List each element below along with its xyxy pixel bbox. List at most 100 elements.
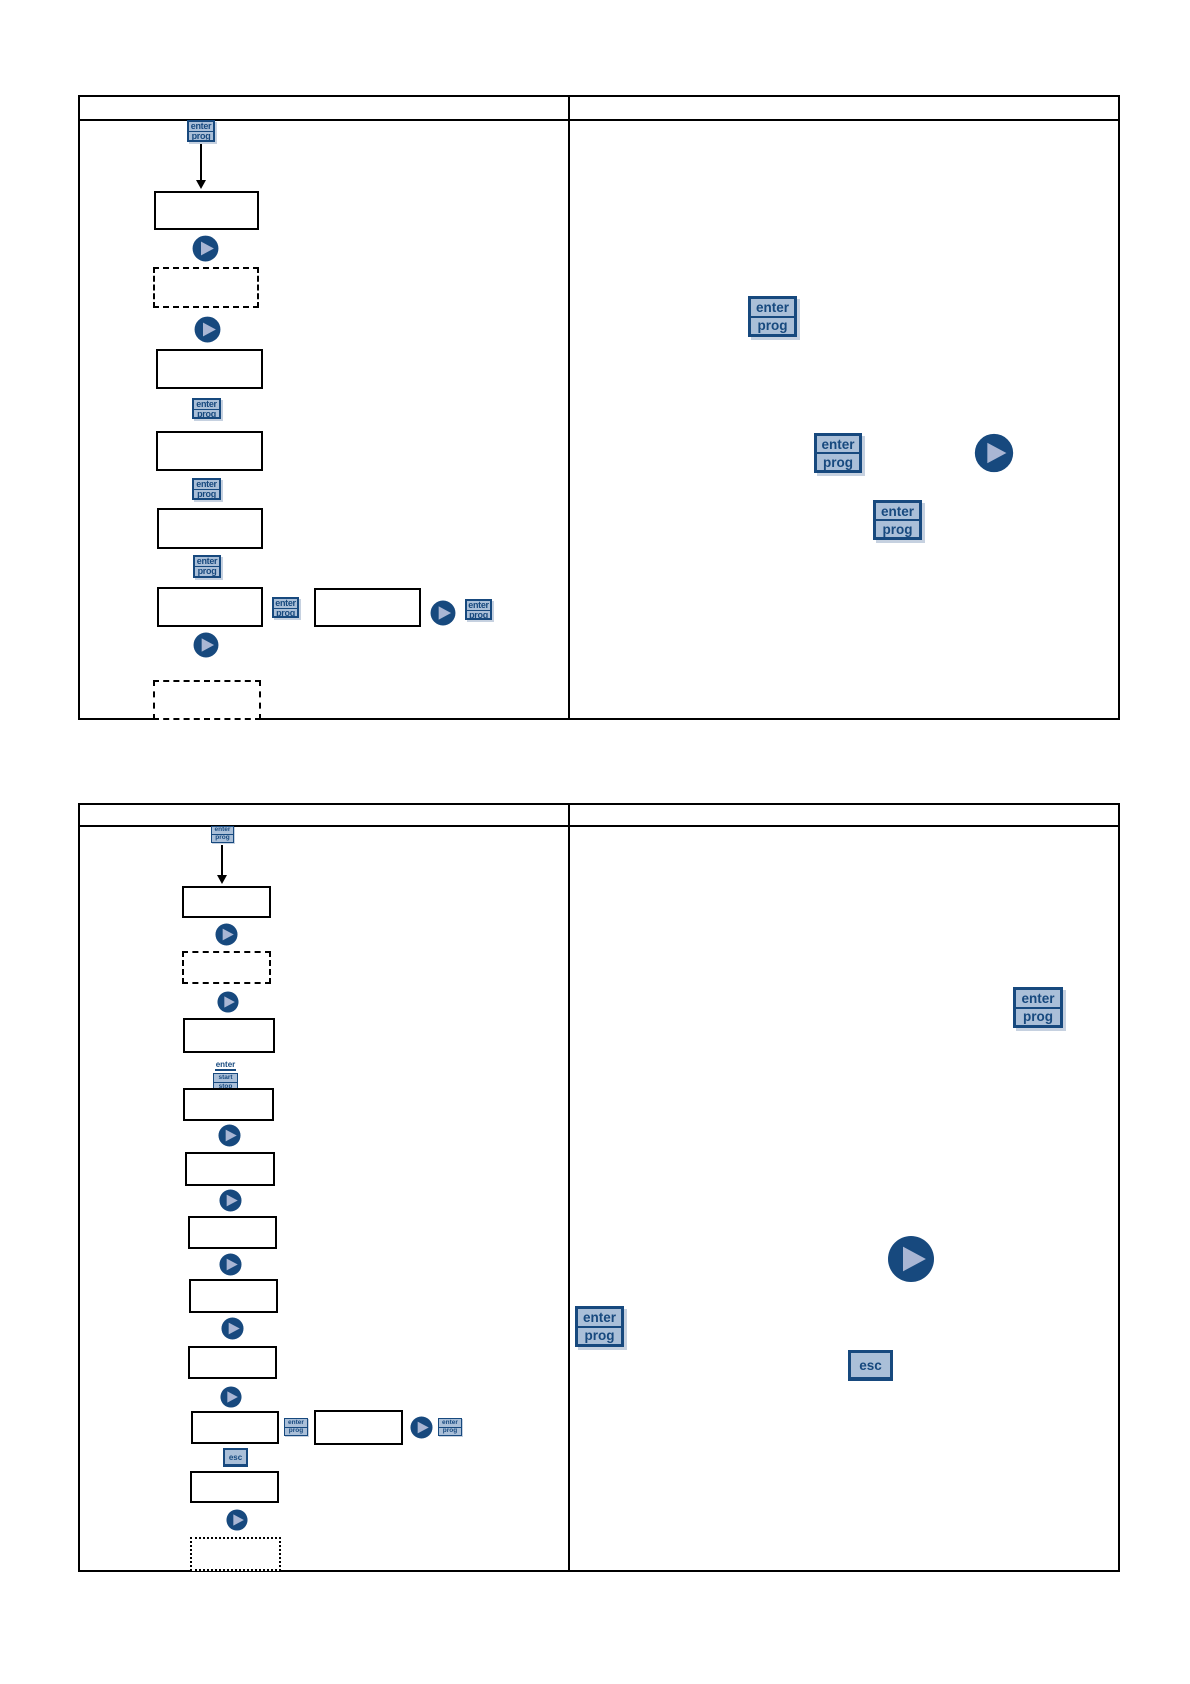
prog-label: prog [823,454,853,470]
prog-label: prog [288,1427,304,1434]
enter-label: enter [751,299,794,318]
display-box [188,1216,277,1249]
prog-label: prog [584,1328,615,1344]
start-label: start [214,1074,237,1083]
enter-label: enter [274,598,297,609]
enter-prog-key: enter prog [284,1418,308,1436]
enter-prog-key: enter prog [873,500,922,540]
table-top [78,95,1120,720]
enter-prog-key: enter prog [187,120,215,142]
table-top-header-divider [80,119,1118,121]
enter-prog-key: enter prog [272,597,299,618]
enter-prog-key: enter prog [814,433,862,473]
display-box [190,1471,279,1503]
play-arrow-icon [219,1189,242,1212]
play-arrow-icon [215,923,238,946]
play-arrow-icon [217,991,239,1013]
display-box [157,508,263,549]
enter-prog-key: enter prog [438,1418,462,1436]
play-arrow-icon [192,235,219,262]
play-arrow-icon [219,1253,242,1276]
prog-label: prog [757,318,788,334]
display-box [156,431,263,471]
prog-label: prog [197,409,216,419]
enter-label: enter [1016,990,1060,1009]
enter-label: enter [876,503,919,521]
play-arrow-icon [220,1386,242,1408]
enter-label: enter [212,827,233,835]
enter-label: enter [189,121,213,132]
enter-label: enter [194,400,219,410]
display-box [314,1410,403,1445]
enter-prog-key: enter prog [193,555,221,578]
esc-key: esc [223,1448,248,1467]
display-box-dashed [153,267,259,308]
display-box-dotted [190,1537,281,1571]
flow-arrow-line [200,144,202,182]
enter-prog-key: enter prog [748,296,797,337]
display-box [188,1346,277,1379]
display-box [182,886,271,918]
start-stop-key: start stop [213,1073,238,1092]
display-box [157,587,263,627]
enter-label: enter [214,1060,237,1071]
prog-label: prog [276,608,295,618]
enter-prog-key: enter prog [465,599,492,620]
prog-label: prog [191,131,211,141]
display-box [183,1018,275,1053]
play-arrow-icon [430,600,456,626]
table-top-header-left [84,101,564,117]
enter-prog-key: enter prog [192,398,221,419]
table-bottom-header-right [574,808,1114,823]
enter-label: enter [817,436,859,454]
play-arrow-icon [218,1124,241,1147]
display-box [189,1279,278,1313]
table-bottom-column-divider [568,805,570,1570]
flow-arrow-line [221,845,223,875]
display-box-dashed [153,680,261,720]
display-box [185,1152,275,1186]
enter-start-stop-key: enter start stop [210,1054,241,1092]
prog-label: prog [197,566,217,576]
prog-label: prog [215,834,230,842]
display-box [154,191,259,230]
prog-label: prog [1023,1009,1053,1025]
flow-arrow-head-icon [217,875,227,884]
display-box [191,1411,279,1444]
enter-label: enter [194,480,219,490]
prog-label: prog [442,1427,458,1434]
enter-prog-key: enter prog [1013,987,1063,1028]
table-top-column-divider [568,97,570,718]
play-arrow-icon [193,632,219,658]
stop-label: stop [218,1082,233,1090]
prog-label: prog [197,489,216,499]
enter-prog-key: enter prog [192,478,221,500]
prog-label: prog [469,610,488,620]
table-top-header-right [574,101,1114,117]
flow-arrow-head-icon [196,180,206,189]
enter-prog-key: enter prog [575,1306,624,1347]
enter-prog-key: enter prog [211,826,234,843]
table-bottom-header-left [84,808,564,823]
play-arrow-icon [194,316,221,343]
enter-label: enter [467,600,490,611]
enter-label: enter [439,1419,461,1428]
display-box [314,588,421,627]
enter-label: enter [578,1309,621,1328]
table-bottom-header-divider [80,825,1118,827]
play-arrow-icon [221,1317,244,1340]
enter-label: enter [285,1419,307,1428]
esc-key: esc [848,1350,893,1381]
table-bottom [78,803,1120,1572]
display-box [183,1088,274,1121]
play-arrow-icon [410,1416,433,1439]
esc-label: esc [228,1452,243,1462]
display-box-dashed [182,951,271,984]
enter-label: enter [195,556,219,567]
play-arrow-icon [974,433,1014,473]
prog-label: prog [882,521,913,537]
play-arrow-icon [226,1509,248,1531]
esc-label: esc [859,1357,882,1373]
display-box [156,349,263,389]
